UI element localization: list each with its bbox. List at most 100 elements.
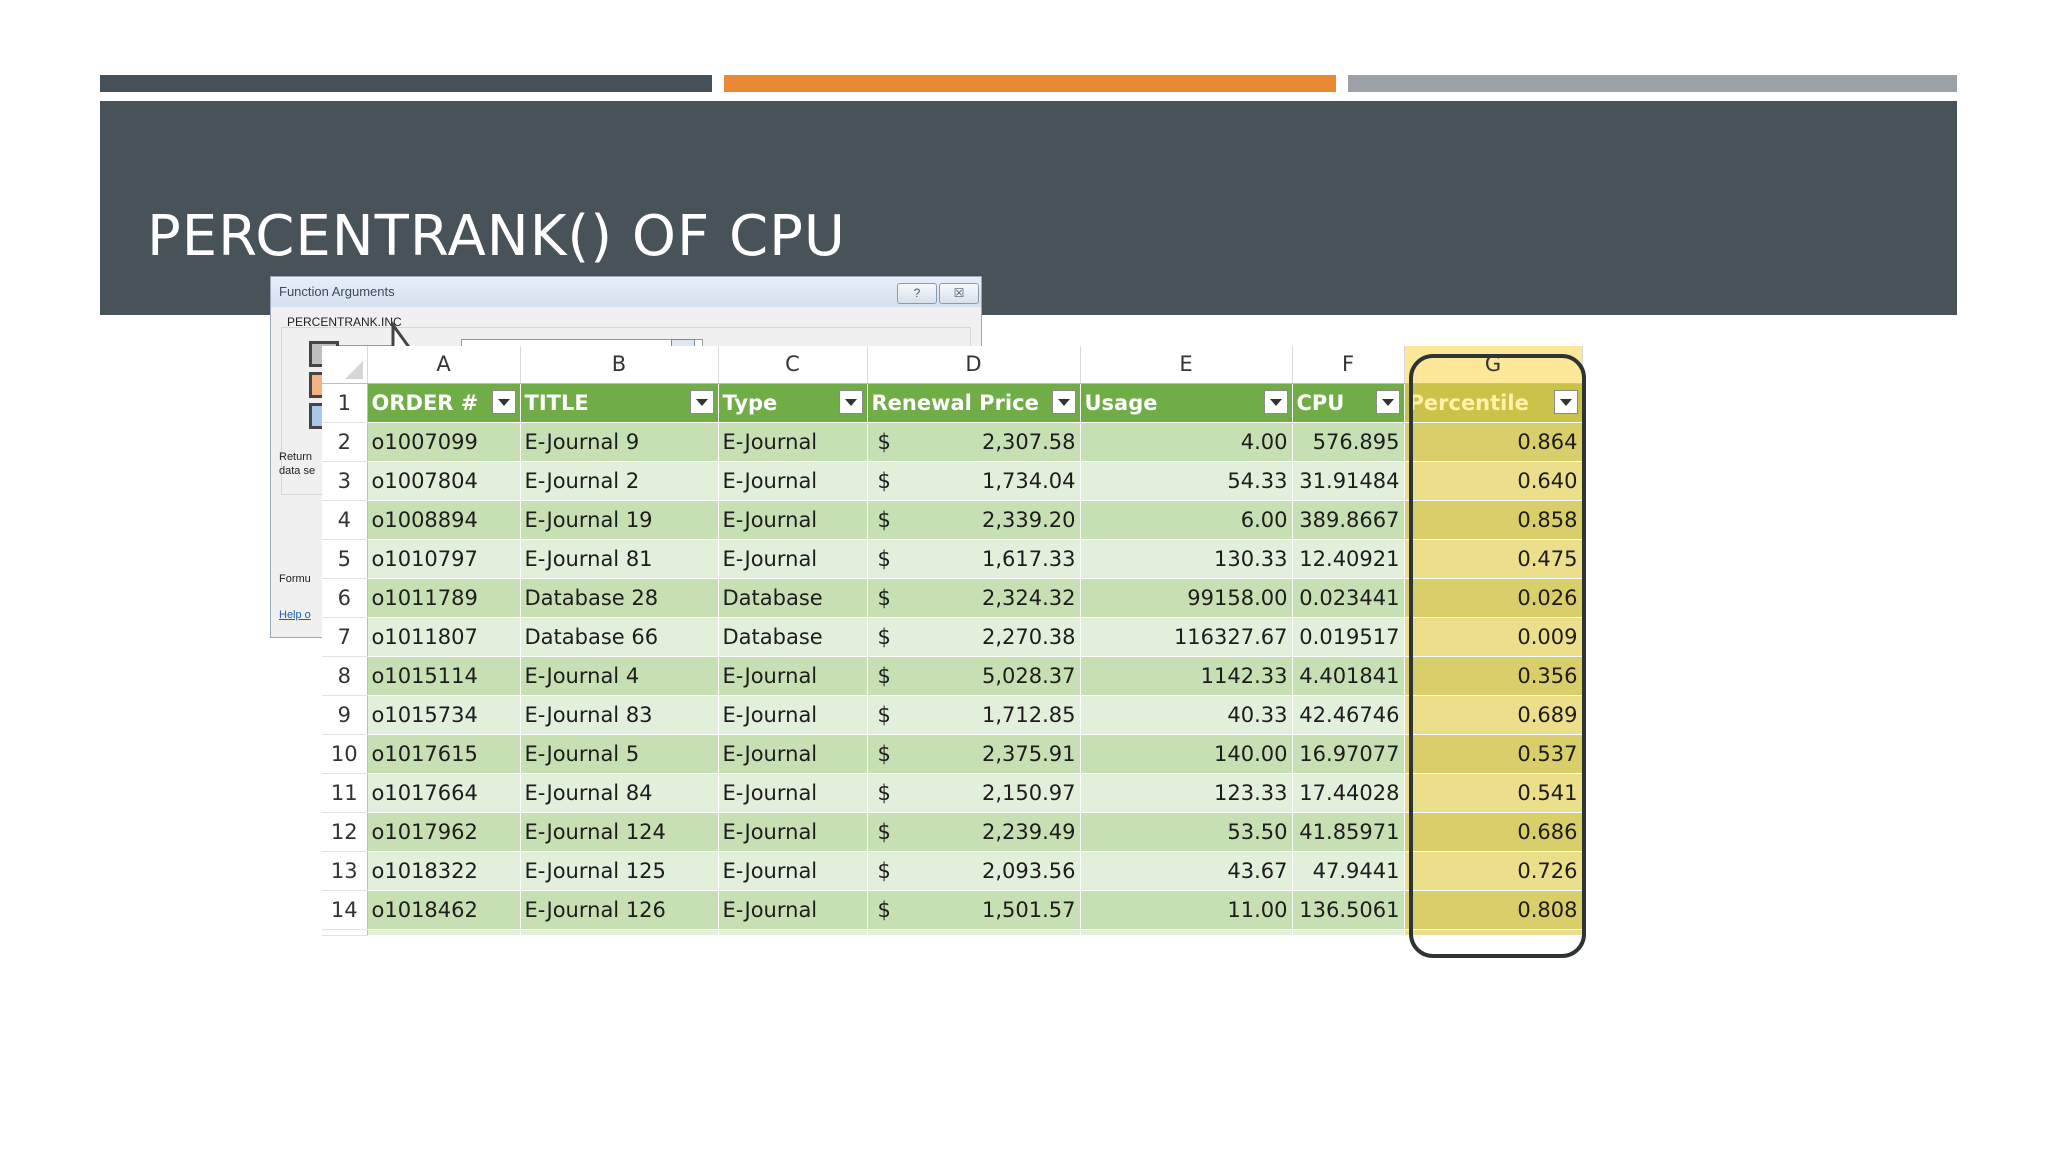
filter-dropdown-icon[interactable] [1263, 389, 1288, 414]
cell-usage[interactable]: 40.33 [1080, 695, 1293, 735]
cell-renewal-price[interactable]: $1,617.33 [867, 539, 1081, 579]
column-header-g[interactable]: G [1404, 346, 1583, 384]
cell-cpu[interactable]: 136.5061 [1292, 890, 1405, 930]
cell-type[interactable]: E-Journal [718, 500, 868, 540]
cell-usage[interactable]: 54.33 [1080, 461, 1293, 501]
cell-percentile[interactable]: 0.640 [1404, 461, 1583, 501]
cell-title[interactable]: E-Journal 84 [520, 773, 719, 813]
header-order[interactable]: ORDER # [367, 383, 521, 423]
filter-dropdown-icon[interactable] [838, 389, 863, 414]
cell-type[interactable]: E-Journal [718, 851, 868, 891]
cell-type[interactable]: E-Journal [718, 461, 868, 501]
cell-order[interactable]: o1017664 [367, 773, 521, 813]
cell-type[interactable]: E-Journal [718, 890, 868, 930]
header-percentile[interactable]: Percentile [1404, 383, 1583, 423]
cell-title[interactable]: E-Journal 2 [520, 461, 719, 501]
cell-renewal-price[interactable]: $2,339.20 [867, 500, 1081, 540]
cell-title[interactable]: E-Journal 5 [520, 734, 719, 774]
column-header-c[interactable]: C [718, 346, 868, 384]
cell-renewal-price[interactable]: $2,324.32 [867, 578, 1081, 618]
header-usage[interactable]: Usage [1080, 383, 1293, 423]
cell-cpu[interactable]: 4.401841 [1292, 656, 1405, 696]
cell-order[interactable]: o1018462 [367, 890, 521, 930]
cell-title[interactable]: E-Journal 126 [520, 890, 719, 930]
cell-title[interactable]: E-Journal 4 [520, 656, 719, 696]
close-button[interactable]: ☒ [939, 283, 979, 304]
cell-type[interactable]: Database [718, 617, 868, 657]
row-number[interactable]: 7 [322, 617, 368, 657]
cell-type[interactable]: E-Journal [718, 734, 868, 774]
column-header-a[interactable]: A [367, 346, 521, 384]
cell-order[interactable]: o1017615 [367, 734, 521, 774]
cell-cpu[interactable]: 0.019517 [1292, 617, 1405, 657]
cell-order[interactable]: o1015114 [367, 656, 521, 696]
cell-usage[interactable]: 140.00 [1080, 734, 1293, 774]
row-number[interactable]: 13 [322, 851, 368, 891]
cell-usage[interactable]: 123.33 [1080, 773, 1293, 813]
row-number[interactable]: 11 [322, 773, 368, 813]
cell-cpu[interactable]: 576.895 [1292, 422, 1405, 462]
cell-order[interactable]: o1008894 [367, 500, 521, 540]
row-number[interactable]: 14 [322, 890, 368, 930]
cell-title[interactable]: E-Journal 19 [520, 500, 719, 540]
cell-order[interactable]: o1018322 [367, 851, 521, 891]
cell-order[interactable]: o1007804 [367, 461, 521, 501]
cell-renewal-price[interactable]: $1,501.57 [867, 890, 1081, 930]
column-header-e[interactable]: E [1080, 346, 1293, 384]
filter-dropdown-icon[interactable] [689, 389, 714, 414]
cell-usage[interactable]: 6.00 [1080, 500, 1293, 540]
cell-usage[interactable]: 116327.67 [1080, 617, 1293, 657]
cell-usage[interactable]: 11.00 [1080, 890, 1293, 930]
cell-cpu[interactable]: 16.97077 [1292, 734, 1405, 774]
cell-renewal-price[interactable]: $2,270.38 [867, 617, 1081, 657]
cell-title[interactable]: Database 28 [520, 578, 719, 618]
cell-percentile[interactable]: 0.689 [1404, 695, 1583, 735]
cell-percentile[interactable]: 0.726 [1404, 851, 1583, 891]
row-number[interactable]: 10 [322, 734, 368, 774]
cell-percentile[interactable]: 0.541 [1404, 773, 1583, 813]
cell-title[interactable]: E-Journal 81 [520, 539, 719, 579]
filter-dropdown-icon[interactable] [1051, 389, 1076, 414]
header-title[interactable]: TITLE [520, 383, 719, 423]
cell-type[interactable]: Database [718, 578, 868, 618]
cell-percentile[interactable]: 0.808 [1404, 890, 1583, 930]
row-number[interactable]: 6 [322, 578, 368, 618]
cell-cpu[interactable]: 12.40921 [1292, 539, 1405, 579]
header-price[interactable]: Renewal Price [867, 383, 1081, 423]
cell-type[interactable]: E-Journal [718, 539, 868, 579]
cell-order[interactable]: o1011807 [367, 617, 521, 657]
cell-order[interactable]: o1010797 [367, 539, 521, 579]
header-type[interactable]: Type [718, 383, 868, 423]
cell-renewal-price[interactable]: $2,307.58 [867, 422, 1081, 462]
cell-percentile[interactable]: 0.356 [1404, 656, 1583, 696]
row-number[interactable]: 5 [322, 539, 368, 579]
cell-cpu[interactable]: 41.85971 [1292, 812, 1405, 852]
filter-dropdown-icon[interactable] [1553, 389, 1578, 414]
filter-dropdown-icon[interactable] [491, 389, 516, 414]
help-button[interactable]: ? [897, 283, 937, 304]
column-header-f[interactable]: F [1292, 346, 1405, 384]
cell-usage[interactable]: 1142.33 [1080, 656, 1293, 696]
cell-title[interactable]: E-Journal 124 [520, 812, 719, 852]
cell-percentile[interactable]: 0.009 [1404, 617, 1583, 657]
row-number[interactable]: 12 [322, 812, 368, 852]
cell-usage[interactable]: 43.67 [1080, 851, 1293, 891]
cell-usage[interactable]: 53.50 [1080, 812, 1293, 852]
cell-cpu[interactable]: 389.8667 [1292, 500, 1405, 540]
cell-title[interactable]: Database 66 [520, 617, 719, 657]
row-number[interactable]: 8 [322, 656, 368, 696]
cell-type[interactable]: E-Journal [718, 422, 868, 462]
cell-percentile[interactable]: 0.864 [1404, 422, 1583, 462]
cell-type[interactable]: E-Journal [718, 812, 868, 852]
cell-cpu[interactable]: 47.9441 [1292, 851, 1405, 891]
row-number[interactable]: 2 [322, 422, 368, 462]
cell-renewal-price[interactable]: $5,028.37 [867, 656, 1081, 696]
row-number[interactable]: 1 [322, 383, 368, 423]
cell-type[interactable]: E-Journal [718, 773, 868, 813]
cell-renewal-price[interactable]: $2,375.91 [867, 734, 1081, 774]
cell-percentile[interactable]: 0.858 [1404, 500, 1583, 540]
row-number[interactable]: 4 [322, 500, 368, 540]
column-header-d[interactable]: D [867, 346, 1081, 384]
cell-type[interactable]: E-Journal [718, 695, 868, 735]
select-all-corner[interactable] [322, 346, 368, 384]
